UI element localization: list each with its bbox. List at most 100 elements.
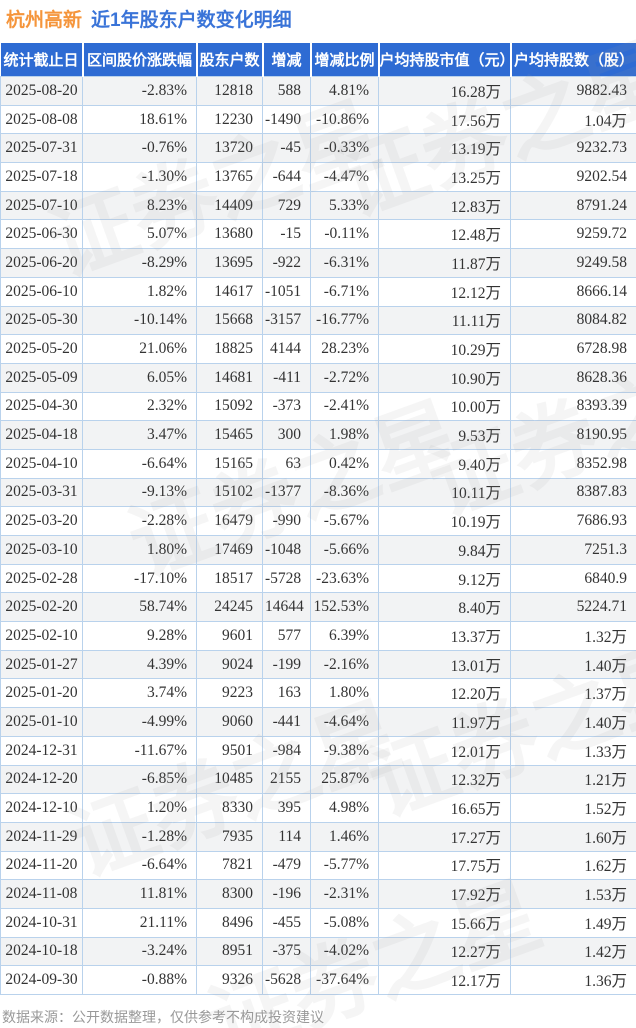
- table-row: 2025-02-10 9.28% 9601 577 6.39% 13.37万 1.32万: [0, 621, 636, 651]
- cell-date: 2025-07-18: [0, 162, 83, 192]
- cell-avg-shares: 6728.98: [510, 334, 636, 364]
- cell-change-pct: 1.46%: [310, 821, 379, 852]
- cell-avg-shares: 1.49万: [510, 907, 636, 938]
- cell-avg-value: 16.28万: [378, 76, 511, 106]
- cell-change-pct: -8.36%: [310, 477, 379, 508]
- cell-avg-value: 12.32万: [378, 764, 511, 795]
- cell-date: 2025-08-20: [0, 76, 83, 106]
- cell-change: -441: [262, 707, 311, 737]
- cell-change: -5628: [262, 965, 311, 995]
- col-avg-shares: 户均持股数（股）: [509, 43, 636, 77]
- col-price-change: 区间股价涨跌幅: [81, 43, 197, 77]
- cell-avg-shares: 8190.95: [510, 420, 636, 450]
- cell-price-change: -1.28%: [82, 821, 197, 852]
- cell-avg-value: 12.17万: [378, 965, 511, 995]
- cell-date: 2024-12-31: [0, 735, 83, 766]
- cell-avg-value: 13.01万: [378, 649, 511, 680]
- title-text: 近1年股东户数变化明细: [91, 10, 292, 31]
- col-change: 增减: [261, 43, 311, 77]
- cell-date: 2025-06-30: [0, 219, 83, 250]
- cell-holders: 7935: [196, 821, 263, 852]
- cell-change: -1048: [262, 535, 311, 565]
- cell-avg-shares: 1.53万: [510, 879, 636, 909]
- table-row: 2025-07-10 8.23% 14409 729 5.33% 12.83万 8791.2…: [0, 190, 636, 221]
- cell-date: 2025-04-30: [0, 391, 83, 422]
- cell-change: 300: [262, 420, 311, 450]
- cell-date: 2024-12-20: [0, 764, 83, 795]
- cell-change: -644: [262, 162, 311, 192]
- cell-change-pct: -2.72%: [310, 362, 379, 393]
- cell-price-change: 2.32%: [82, 391, 197, 422]
- table-row: 2024-11-29 -1.28% 7935 114 1.46% 17.27万 1.60万: [0, 821, 636, 852]
- cell-date: 2025-02-20: [0, 592, 83, 623]
- cell-change: -3157: [262, 305, 311, 336]
- table-row: 2025-02-28 -17.10% 18517 -5728 -23.63% 9.12万 6…: [0, 563, 636, 594]
- table-row: 2025-05-09 6.05% 14681 -411 -2.72% 10.90万 8628…: [0, 362, 636, 393]
- table-row: 2025-01-20 3.74% 9223 163 1.80% 12.20万 1.37万: [0, 678, 636, 709]
- cell-date: 2025-08-08: [0, 104, 83, 135]
- table-row: 2025-05-30 -10.14% 15668 -3157 -16.77% 11.11万…: [0, 305, 636, 336]
- cell-change-pct: 25.87%: [310, 764, 379, 795]
- cell-change: 14644: [262, 592, 311, 623]
- cell-price-change: 8.23%: [82, 190, 197, 221]
- cell-avg-value: 13.19万: [378, 133, 511, 164]
- cell-date: 2025-06-20: [0, 248, 83, 278]
- cell-avg-value: 10.90万: [378, 362, 511, 393]
- cell-avg-value: 12.01万: [378, 735, 511, 766]
- cell-change-pct: -5.08%: [310, 907, 379, 938]
- cell-price-change: -0.76%: [82, 133, 197, 164]
- cell-avg-value: 9.12万: [378, 563, 511, 594]
- cell-price-change: -6.64%: [82, 850, 197, 881]
- cell-change: 4144: [262, 334, 311, 364]
- cell-date: 2025-01-10: [0, 707, 83, 737]
- table-row: 2025-08-08 18.61% 12230 -1490 -10.86% 17.56万 1…: [0, 104, 636, 135]
- cell-price-change: -2.28%: [82, 506, 197, 536]
- cell-price-change: 11.81%: [82, 879, 197, 909]
- cell-change: 577: [262, 621, 311, 651]
- cell-avg-value: 17.92万: [378, 879, 511, 909]
- cell-avg-shares: 8352.98: [510, 448, 636, 479]
- cell-change-pct: -2.41%: [310, 391, 379, 422]
- cell-price-change: -4.99%: [82, 707, 197, 737]
- cell-price-change: 4.39%: [82, 649, 197, 680]
- cell-change-pct: -4.47%: [310, 162, 379, 192]
- cell-holders: 15165: [196, 448, 263, 479]
- cell-price-change: -6.85%: [82, 764, 197, 795]
- cell-change: 588: [262, 76, 311, 106]
- cell-holders: 14617: [196, 276, 263, 307]
- cell-change: -15: [262, 219, 311, 250]
- cell-price-change: 6.05%: [82, 362, 197, 393]
- cell-holders: 18825: [196, 334, 263, 364]
- table-row: 2024-10-18 -3.24% 8951 -375 -4.02% 12.27万 1.42…: [0, 936, 636, 967]
- cell-price-change: 3.47%: [82, 420, 197, 450]
- page-title: 杭州高新 近1年股东户数变化明细: [0, 0, 636, 43]
- cell-date: 2025-01-27: [0, 649, 83, 680]
- cell-change: -990: [262, 506, 311, 536]
- cell-date: 2024-10-31: [0, 907, 83, 938]
- cell-change-pct: -37.64%: [310, 965, 379, 995]
- cell-date: 2024-09-30: [0, 965, 83, 995]
- col-avg-value: 户均持股市值（元）: [377, 43, 515, 77]
- table-row: 2024-09-30 -0.88% 9326 -5628 -37.64% 12.17万 1.…: [0, 965, 636, 995]
- table-row: 2025-03-20 -2.28% 16479 -990 -5.67% 10.19万 768…: [0, 506, 636, 536]
- cell-change: -199: [262, 649, 311, 680]
- cell-date: 2024-11-20: [0, 850, 83, 881]
- cell-avg-shares: 9882.43: [510, 76, 636, 106]
- cell-change: -984: [262, 735, 311, 766]
- cell-change-pct: -16.77%: [310, 305, 379, 336]
- table-row: 2024-11-20 -6.64% 7821 -479 -5.77% 17.75万 1.62…: [0, 850, 636, 881]
- cell-date: 2025-05-30: [0, 305, 83, 336]
- cell-holders: 15465: [196, 420, 263, 450]
- col-change-pct: 增减比例: [309, 43, 379, 77]
- cell-avg-shares: 9249.58: [510, 248, 636, 278]
- cell-price-change: 3.74%: [82, 678, 197, 709]
- cell-holders: 14409: [196, 190, 263, 221]
- cell-holders: 9223: [196, 678, 263, 709]
- cell-avg-value: 12.12万: [378, 276, 511, 307]
- cell-avg-shares: 9202.54: [510, 162, 636, 192]
- cell-price-change: -3.24%: [82, 936, 197, 967]
- table-row: 2025-02-20 58.74% 24245 14644 152.53% 8.40万 52…: [0, 592, 636, 623]
- cell-date: 2025-03-10: [0, 535, 83, 565]
- cell-change-pct: 1.98%: [310, 420, 379, 450]
- cell-change-pct: 5.33%: [310, 190, 379, 221]
